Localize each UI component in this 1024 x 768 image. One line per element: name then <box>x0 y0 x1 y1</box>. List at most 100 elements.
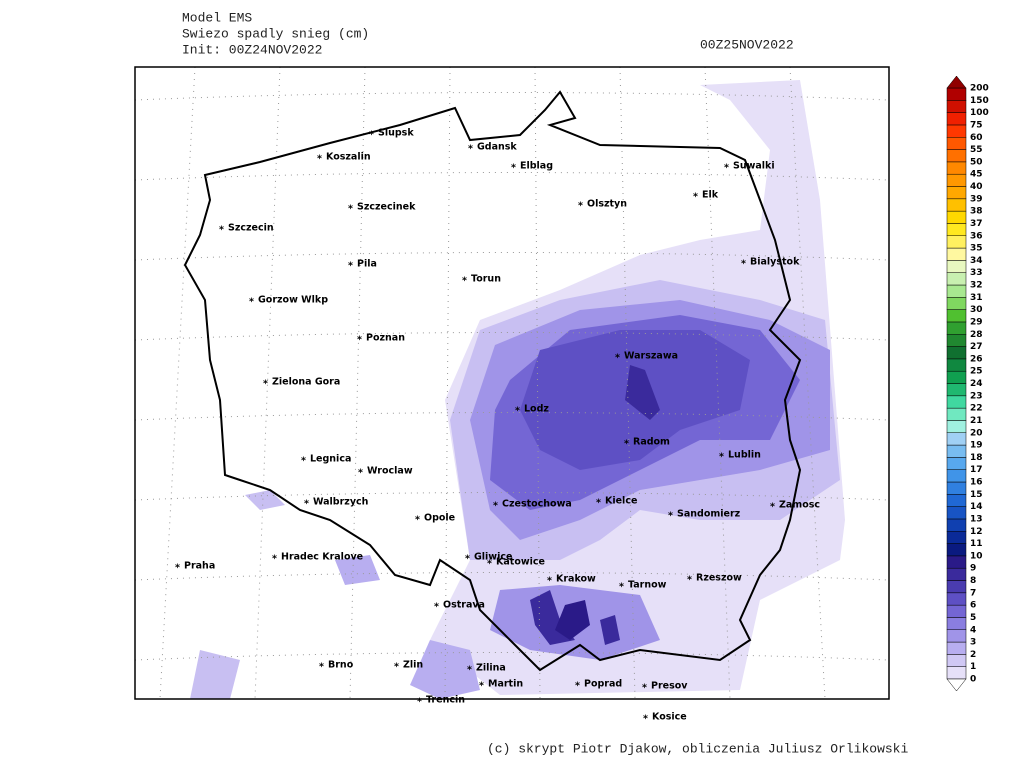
city-label: Radom <box>633 437 670 448</box>
colorbar-label: 5 <box>970 613 976 623</box>
city-marker: * <box>668 511 673 522</box>
valid-time: 00Z25NOV2022 <box>700 37 794 52</box>
colorbar-band <box>946 531 967 544</box>
colorbar-label: 2 <box>970 650 976 660</box>
city-marker: * <box>348 204 353 215</box>
country-border <box>183 90 802 672</box>
colorbar-label: 12 <box>970 527 983 537</box>
colorbar-band <box>946 297 967 310</box>
city-label: Sandomierz <box>677 509 741 520</box>
city-marker: * <box>468 144 473 155</box>
city-marker: * <box>462 276 467 287</box>
colorbar-label: 200 <box>970 84 989 94</box>
colorbar-label: 18 <box>970 453 983 463</box>
colorbar-band <box>946 124 967 138</box>
colorbar-label: 34 <box>970 256 983 266</box>
colorbar-band <box>946 260 967 273</box>
colorbar-label: 16 <box>970 478 983 488</box>
colorbar-band <box>946 457 967 470</box>
city-label: Szczecin <box>228 223 274 234</box>
city-marker: * <box>369 130 374 141</box>
colorbar-label: 26 <box>970 354 983 364</box>
colorbar-band <box>946 284 967 298</box>
city-label: Koszalin <box>326 152 371 163</box>
city-label: Kielce <box>605 496 637 507</box>
city-label: Presov <box>651 681 688 692</box>
city-marker: * <box>304 499 309 510</box>
colorbar-band <box>946 370 967 384</box>
city-marker: * <box>619 582 624 593</box>
city-marker: * <box>479 681 484 692</box>
city-marker: * <box>175 563 180 574</box>
colorbar-band <box>946 137 967 150</box>
city-label: Opole <box>424 513 455 524</box>
city-marker: * <box>741 259 746 270</box>
city-label: Szczecinek <box>357 202 416 213</box>
city-label: Elk <box>702 190 719 201</box>
colorbar-band <box>946 506 967 520</box>
colorbar-band <box>946 210 967 224</box>
colorbar-band <box>946 358 967 372</box>
colorbar-label: 100 <box>970 108 989 118</box>
colorbar-label: 55 <box>970 145 983 155</box>
city-marker: * <box>358 468 363 479</box>
colorbar-label: 30 <box>970 305 983 315</box>
colorbar-label: 22 <box>970 404 983 414</box>
city-label: Hradec Kralove <box>281 552 363 563</box>
colorbar-band <box>946 580 967 594</box>
city-label: Olsztyn <box>587 199 627 210</box>
city-label: Legnica <box>310 454 351 465</box>
city-label: Poprad <box>584 679 622 690</box>
colorbar-label: 32 <box>970 281 983 291</box>
colorbar-top <box>946 75 967 89</box>
colorbar-band <box>946 420 967 433</box>
init-time: Init: 00Z24NOV2022 <box>182 42 322 57</box>
colorbar-band <box>946 346 967 360</box>
colorbar-label: 4 <box>970 625 976 635</box>
colorbar-label: 10 <box>970 551 983 561</box>
city-label: Bialystok <box>750 257 800 268</box>
city-label: Trencin <box>426 695 465 706</box>
colorbar-band <box>946 223 967 236</box>
city-marker: * <box>642 683 647 694</box>
colorbar-label: 8 <box>970 576 976 586</box>
city-marker: * <box>515 406 520 417</box>
colorbar-band <box>946 112 967 126</box>
colorbar-label: 150 <box>970 96 989 106</box>
colorbar-band <box>946 186 967 200</box>
colorbar-band <box>946 481 967 495</box>
city-label: Zamosc <box>779 500 820 511</box>
colorbar-label: 45 <box>970 170 983 180</box>
colorbar-band <box>946 407 967 421</box>
colorbar-band <box>946 567 967 581</box>
colorbar-band <box>946 149 967 163</box>
city-label: Lodz <box>524 404 549 415</box>
colorbar-label: 39 <box>970 194 983 204</box>
colorbar-label: 20 <box>970 428 983 438</box>
colorbar-label: 50 <box>970 157 983 167</box>
colorbar-band <box>946 592 967 606</box>
colorbar-band <box>946 383 967 397</box>
city-marker: * <box>615 353 620 364</box>
colorbar-label: 3 <box>970 638 976 648</box>
colorbar-label: 35 <box>970 244 983 254</box>
colorbar-label: 9 <box>970 564 976 574</box>
colorbar-band <box>946 321 967 335</box>
city-label: Gorzow Wlkp <box>258 295 328 306</box>
city-marker: * <box>301 456 306 467</box>
colorbar-label: 6 <box>970 601 976 611</box>
colorbar-band <box>946 617 967 630</box>
city-marker: * <box>467 665 472 676</box>
colorbar-band <box>946 309 967 323</box>
colorbar-band <box>946 235 967 249</box>
city-marker: * <box>578 201 583 212</box>
colorbar-label: 25 <box>970 367 983 377</box>
city-marker: * <box>415 515 420 526</box>
city-label: Ostrava <box>443 600 485 611</box>
city-marker: * <box>687 575 692 586</box>
colorbar-band <box>946 518 967 532</box>
colorbar-label: 13 <box>970 514 983 524</box>
city-marker: * <box>263 379 268 390</box>
variable-name: Swiezo spadly snieg (cm) <box>182 26 369 41</box>
city-marker: * <box>272 554 277 565</box>
